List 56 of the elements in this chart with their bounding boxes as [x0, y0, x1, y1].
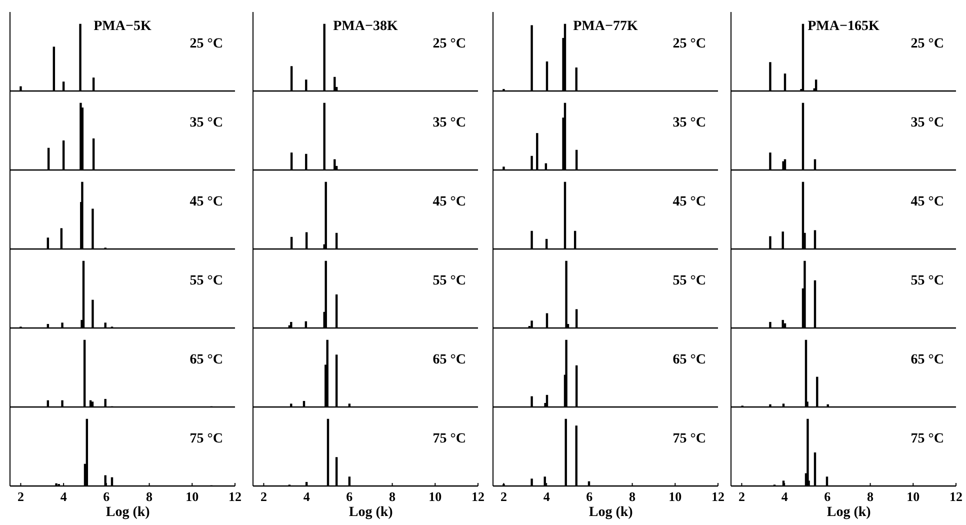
x-tick-label: 8: [389, 489, 396, 504]
annotation: 75 °C: [672, 432, 706, 446]
annotation: 25 °C: [190, 36, 223, 52]
annotation: 65 °C: [672, 352, 706, 368]
x-axis-title: Log (k): [588, 505, 634, 520]
chart-title: PMA−165K: [808, 19, 880, 34]
annotation: 35 °C: [432, 116, 466, 130]
annotation: 75 °C: [190, 432, 223, 446]
x-tick-label: 2: [17, 489, 24, 504]
x-tick-label: 4: [60, 489, 68, 504]
annotation: 25 °C: [672, 36, 706, 52]
x-tick-label: 6: [586, 489, 594, 504]
x-tick-label: 8: [867, 489, 874, 504]
chart-title: PMA−38K: [333, 19, 398, 34]
annotation: 65 °C: [190, 352, 223, 368]
annotation: 55 °C: [672, 274, 706, 288]
annotation: 55 °C: [190, 274, 223, 288]
x-tick-label: 4: [781, 489, 788, 504]
x-axis-title: Log (k): [826, 505, 872, 520]
chart-title: PMA−77K: [573, 19, 638, 34]
annotation: 25 °C: [432, 36, 466, 52]
annotation: 75 °C: [432, 432, 466, 446]
x-tick-label: 8: [629, 489, 636, 504]
annotation: 45 °C: [910, 194, 944, 210]
annotation: 65 °C: [432, 352, 466, 368]
x-tick-label: 10: [906, 489, 920, 504]
x-tick-label: 10: [186, 489, 199, 504]
x-tick-label: 2: [260, 489, 267, 504]
annotation: 35 °C: [672, 116, 706, 130]
annotation: 35 °C: [190, 116, 223, 130]
x-tick-label: 8: [146, 489, 154, 504]
x-axis-title: Log (k): [106, 505, 150, 520]
chart-title: PMA−5K: [94, 19, 152, 34]
x-tick-label: 12: [950, 489, 962, 504]
x-tick-label: 4: [303, 489, 310, 504]
x-tick-label: 10: [428, 489, 442, 504]
x-tick-label: 12: [712, 489, 724, 504]
annotation: 75 °C: [910, 432, 944, 446]
x-tick-label: 10: [668, 489, 682, 504]
x-tick-label: 4: [543, 489, 550, 504]
annotation: 25 °C: [910, 36, 944, 52]
annotation: 45 °C: [672, 194, 706, 210]
x-tick-label: 2: [500, 489, 507, 504]
x-tick-label: 6: [103, 489, 110, 504]
x-tick-label: 6: [346, 489, 354, 504]
annotation: 45 °C: [432, 194, 466, 210]
x-tick-label: 12: [472, 489, 484, 504]
annotation: 65 °C: [910, 352, 944, 368]
x-tick-label: 12: [228, 489, 242, 504]
annotation: 55 °C: [432, 274, 466, 288]
annotation: 35 °C: [910, 116, 944, 130]
x-tick-label: 2: [738, 489, 745, 504]
annotation: 55 °C: [910, 274, 944, 288]
annotation: 45 °C: [190, 194, 223, 210]
x-tick-label: 6: [824, 489, 832, 504]
x-axis-title: Log (k): [348, 505, 394, 520]
